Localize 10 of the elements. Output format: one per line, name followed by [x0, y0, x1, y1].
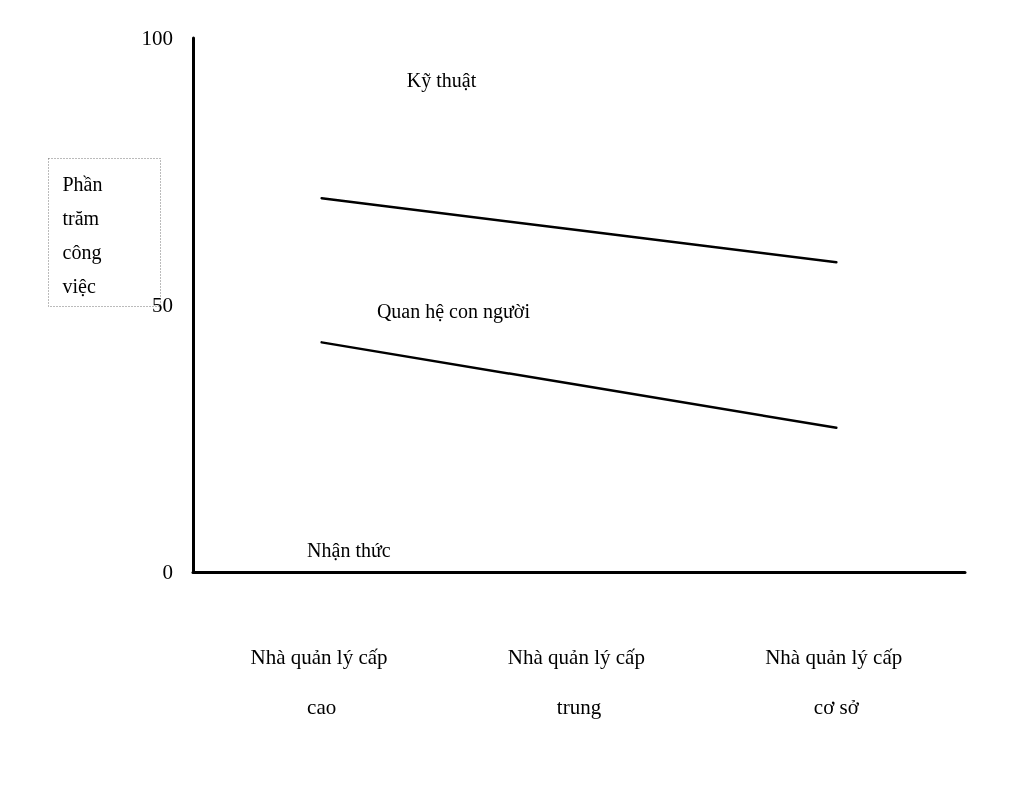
annotation: Kỹ thuật	[406, 68, 477, 92]
y-tick-label: 0	[162, 560, 173, 584]
category-label: Nhà quản lý cấp cơ sở	[765, 645, 903, 719]
y-tick-label: 100	[141, 26, 173, 50]
category-label: Nhà quản lý cấp cao	[250, 645, 388, 719]
annotation: Quan hệ con người	[376, 299, 531, 323]
annotation: Nhận thức	[307, 538, 391, 561]
y-axis-title: Phần trăm công việc	[62, 172, 103, 297]
category-label: Nhà quản lý cấp trung	[507, 645, 645, 719]
y-tick-label: 50	[152, 293, 173, 317]
